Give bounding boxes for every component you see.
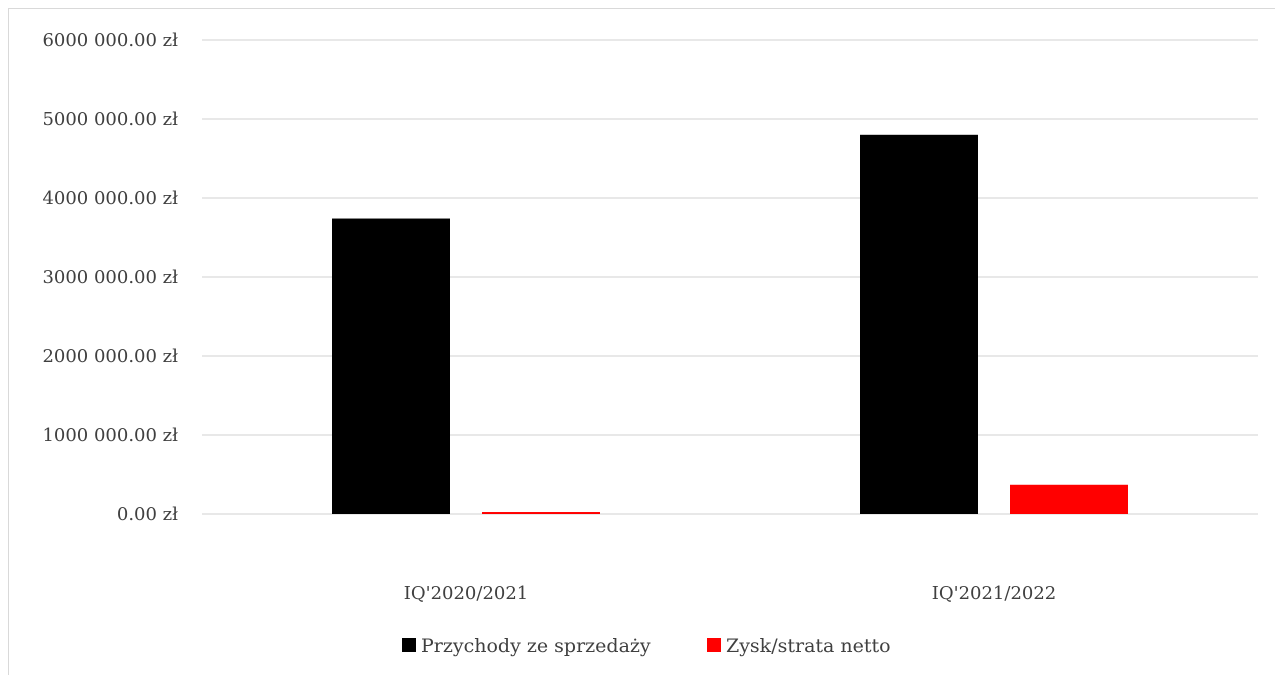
- bar-revenue-0: [332, 218, 450, 515]
- gridlines: [202, 39, 1258, 515]
- legend-label: Zysk/strata netto: [726, 635, 891, 657]
- x-category-label: IQ'2021/2022: [932, 583, 1057, 604]
- x-axis-category-labels: IQ'2020/2021 IQ'2021/2022: [404, 583, 1057, 604]
- legend-item-net-profit: Zysk/strata netto: [707, 635, 891, 657]
- x-category-label: IQ'2020/2021: [404, 583, 529, 604]
- y-tick-label: 3000 000.00 zł: [42, 267, 178, 288]
- chart-frame: [8, 8, 1275, 675]
- legend-swatch: [707, 638, 721, 652]
- legend-label: Przychody ze sprzedaży: [421, 635, 651, 657]
- y-tick-label: 4000 000.00 zł: [42, 188, 178, 209]
- bar-revenue-1: [860, 134, 978, 515]
- y-tick-label: 6000 000.00 zł: [42, 30, 178, 51]
- y-tick-label: 0.00 zł: [117, 504, 178, 525]
- y-tick-label: 2000 000.00 zł: [42, 346, 178, 367]
- y-tick-label: 5000 000.00 zł: [42, 109, 178, 130]
- bar-net-profit-1: [1010, 484, 1128, 514]
- bar-net-profit-0: [482, 512, 600, 514]
- y-axis-tick-labels: 0.00 zł 1000 000.00 zł 2000 000.00 zł 3000 …: [42, 30, 178, 525]
- legend-swatch: [402, 638, 416, 652]
- legend-item-revenue: Przychody ze sprzedaży: [402, 635, 651, 657]
- legend: Przychody ze sprzedaży Zysk/strata netto: [402, 635, 891, 657]
- bars: [332, 134, 1128, 515]
- y-tick-label: 1000 000.00 zł: [42, 425, 178, 446]
